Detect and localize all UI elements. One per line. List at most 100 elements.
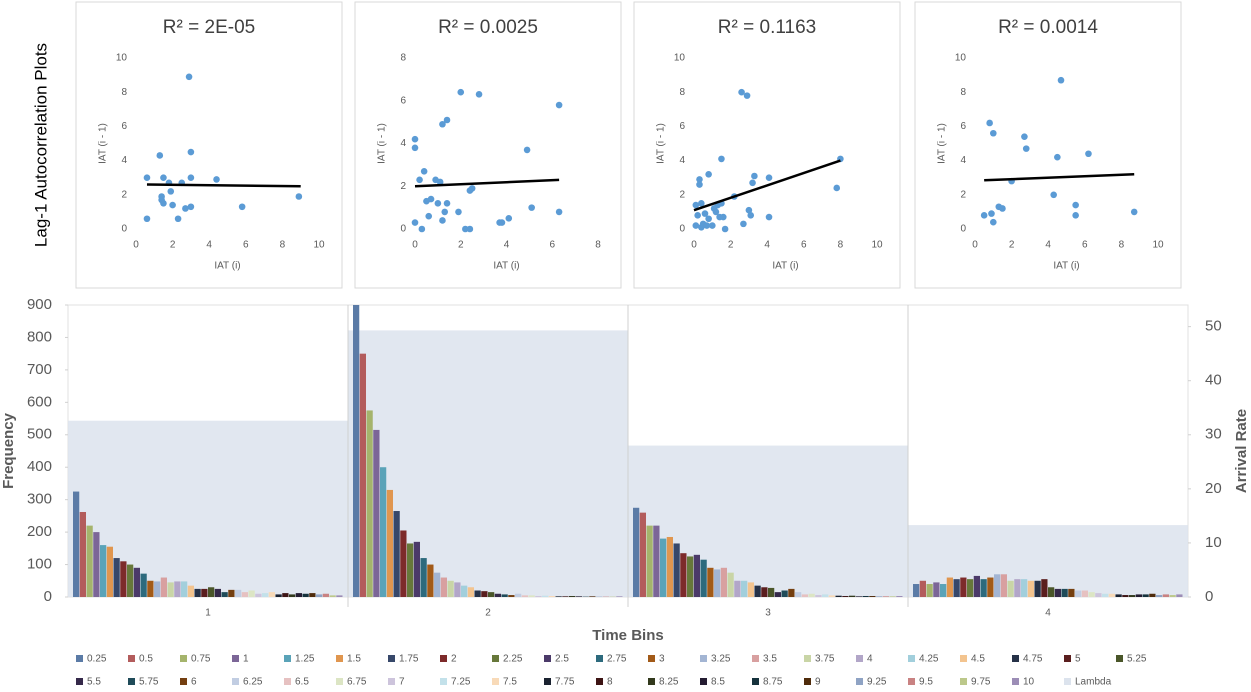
point — [990, 218, 997, 226]
bar — [808, 593, 815, 597]
point — [555, 208, 563, 216]
bar — [720, 567, 727, 597]
legend-label: 9.25 — [867, 677, 887, 688]
bar — [926, 584, 933, 597]
legend-swatch — [388, 678, 395, 685]
bar — [734, 580, 741, 597]
bar — [420, 558, 427, 597]
x-tick-label: 8 — [280, 240, 286, 251]
x-tick-label: 10 — [1152, 240, 1164, 251]
point — [692, 222, 700, 229]
x-tick-label: 6 — [1082, 240, 1088, 251]
bar — [329, 595, 336, 597]
legend-label: 4.5 — [971, 654, 985, 665]
bar — [828, 595, 835, 597]
bar — [589, 596, 596, 597]
point — [738, 88, 745, 96]
bar — [1000, 574, 1007, 597]
legend-swatch — [804, 655, 811, 662]
point — [833, 184, 841, 192]
legend-label: 6.75 — [347, 677, 367, 688]
legend-swatch — [752, 678, 759, 685]
bar — [528, 595, 535, 597]
bar — [788, 588, 795, 597]
point — [1021, 133, 1028, 140]
x-tick-label: 4 — [504, 240, 510, 251]
bar — [93, 532, 100, 597]
legend-swatch — [128, 678, 135, 685]
point — [466, 225, 474, 233]
bar — [542, 595, 549, 597]
point — [505, 215, 513, 222]
point — [765, 174, 773, 181]
y-axis-label: IAT (i - 1) — [98, 123, 109, 164]
x-tick-label: 2 — [485, 608, 491, 619]
legend-label: 3.75 — [815, 654, 835, 665]
chart-title: R² = 0.0025 — [438, 17, 538, 38]
point — [718, 155, 725, 163]
legend-swatch — [544, 678, 551, 685]
bar — [666, 536, 673, 597]
legend-label: 7 — [399, 677, 405, 688]
bar — [933, 582, 940, 597]
legend-label: 2.5 — [555, 654, 569, 665]
legend-label: 1 — [243, 654, 249, 665]
y-tick-label: 8 — [121, 87, 127, 98]
legend-swatch — [648, 655, 655, 662]
bar — [707, 567, 714, 597]
point — [427, 195, 435, 203]
point — [185, 73, 193, 81]
point — [692, 201, 700, 209]
legend-swatch — [1012, 678, 1019, 685]
point — [745, 206, 753, 214]
bar — [147, 580, 154, 597]
point — [411, 219, 419, 226]
x-tick-label: 8 — [595, 240, 601, 251]
bar — [1061, 588, 1068, 597]
bar — [660, 538, 667, 597]
point — [555, 101, 563, 109]
point — [721, 225, 729, 233]
bar — [801, 594, 808, 597]
y2-tick-label: 40 — [1205, 372, 1222, 389]
bar — [154, 581, 161, 597]
bar — [268, 592, 275, 597]
bar — [835, 595, 842, 597]
point — [999, 205, 1006, 212]
x-tick-label: 10 — [313, 240, 325, 251]
x-tick-label: 2 — [458, 240, 464, 251]
point — [740, 220, 747, 228]
point — [701, 210, 709, 217]
bar — [1068, 588, 1075, 597]
y-tick-label: 800 — [27, 328, 52, 345]
point — [443, 116, 451, 124]
point — [416, 176, 423, 184]
bar — [127, 564, 134, 597]
legend-swatch — [336, 655, 343, 662]
bar — [562, 596, 569, 597]
bar — [653, 525, 660, 597]
y-tick-label: 700 — [27, 361, 52, 378]
bar — [575, 596, 582, 597]
x-tick-label: 0 — [412, 240, 418, 251]
bar — [282, 593, 289, 597]
x-axis-label: IAT (i) — [214, 261, 240, 272]
bar — [86, 525, 93, 597]
bar — [795, 592, 802, 597]
y-tick-label: 4 — [121, 155, 127, 166]
x-tick-label: 4 — [764, 240, 770, 251]
point — [167, 188, 175, 195]
bar — [1102, 593, 1109, 597]
y-tick-label: 600 — [27, 393, 52, 410]
x-tick-label: 3 — [765, 608, 771, 619]
point — [990, 129, 997, 137]
bar — [427, 564, 434, 597]
point — [411, 135, 419, 143]
bar — [994, 574, 1001, 597]
bar — [555, 596, 562, 597]
legend-label: 0.75 — [191, 654, 211, 665]
legend-label: 2 — [451, 654, 457, 665]
point — [705, 170, 712, 178]
y-axis-label: IAT (i - 1) — [377, 123, 388, 164]
